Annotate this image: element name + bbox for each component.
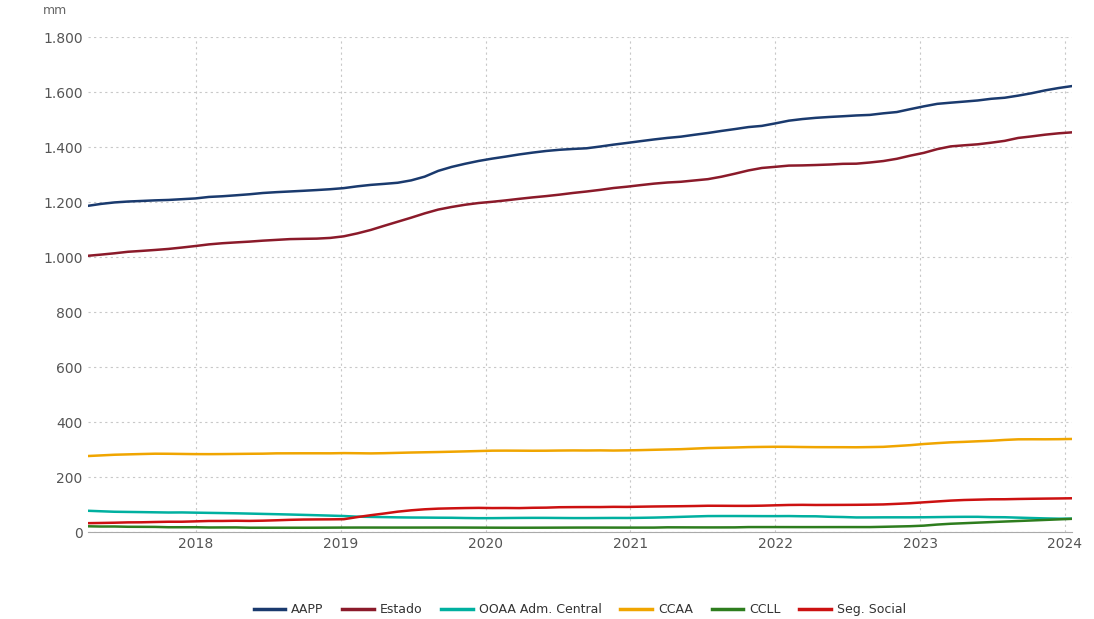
Legend: AAPP, Estado, OOAA Adm. Central, CCAA, CCLL, Seg. Social: AAPP, Estado, OOAA Adm. Central, CCAA, C…	[248, 598, 911, 619]
AAPP	[633, 137, 647, 145]
Line: Estado: Estado	[88, 132, 1072, 256]
CCLL	[985, 518, 998, 526]
OOAA Adm. Central	[283, 511, 296, 518]
CCLL	[311, 524, 324, 532]
AAPP	[81, 202, 94, 210]
CCAA	[971, 438, 985, 445]
Estado	[283, 235, 296, 243]
Line: AAPP: AAPP	[88, 86, 1072, 206]
AAPP	[1066, 82, 1079, 90]
AAPP	[405, 176, 418, 184]
CCAA	[81, 452, 94, 460]
CCAA	[283, 449, 296, 457]
Seg. Social	[620, 503, 633, 511]
Estado	[296, 235, 310, 243]
Seg. Social	[1066, 495, 1079, 502]
Estado	[620, 183, 633, 191]
CCLL	[633, 524, 647, 531]
CCLL	[81, 522, 94, 530]
Estado	[971, 141, 985, 148]
Seg. Social	[81, 519, 94, 527]
CCAA	[1066, 435, 1079, 443]
CCLL	[1066, 515, 1079, 522]
CCLL	[648, 524, 661, 531]
AAPP	[620, 139, 633, 147]
CCLL	[296, 524, 310, 532]
Estado	[405, 214, 418, 222]
CCAA	[405, 449, 418, 456]
OOAA Adm. Central	[1052, 515, 1066, 522]
CCLL	[418, 524, 431, 531]
Line: CCAA: CCAA	[88, 439, 1072, 456]
Seg. Social	[405, 506, 418, 514]
Estado	[81, 252, 94, 259]
Seg. Social	[283, 516, 296, 524]
Seg. Social	[633, 503, 647, 511]
OOAA Adm. Central	[633, 514, 647, 522]
Line: CCLL: CCLL	[88, 519, 1072, 528]
Line: Seg. Social: Seg. Social	[88, 498, 1072, 523]
Seg. Social	[971, 496, 985, 503]
Seg. Social	[296, 516, 310, 523]
OOAA Adm. Central	[620, 514, 633, 522]
OOAA Adm. Central	[405, 514, 418, 521]
Line: OOAA Adm. Central: OOAA Adm. Central	[88, 511, 1072, 519]
OOAA Adm. Central	[81, 507, 94, 514]
Estado	[1066, 129, 1079, 136]
OOAA Adm. Central	[1066, 515, 1079, 522]
CCAA	[620, 447, 633, 454]
AAPP	[971, 97, 985, 104]
OOAA Adm. Central	[296, 511, 310, 519]
OOAA Adm. Central	[971, 513, 985, 521]
AAPP	[296, 187, 310, 194]
CCLL	[283, 524, 296, 532]
Text: mm: mm	[44, 4, 68, 17]
CCAA	[296, 449, 310, 457]
CCAA	[633, 446, 647, 454]
Estado	[633, 181, 647, 189]
AAPP	[283, 188, 296, 195]
